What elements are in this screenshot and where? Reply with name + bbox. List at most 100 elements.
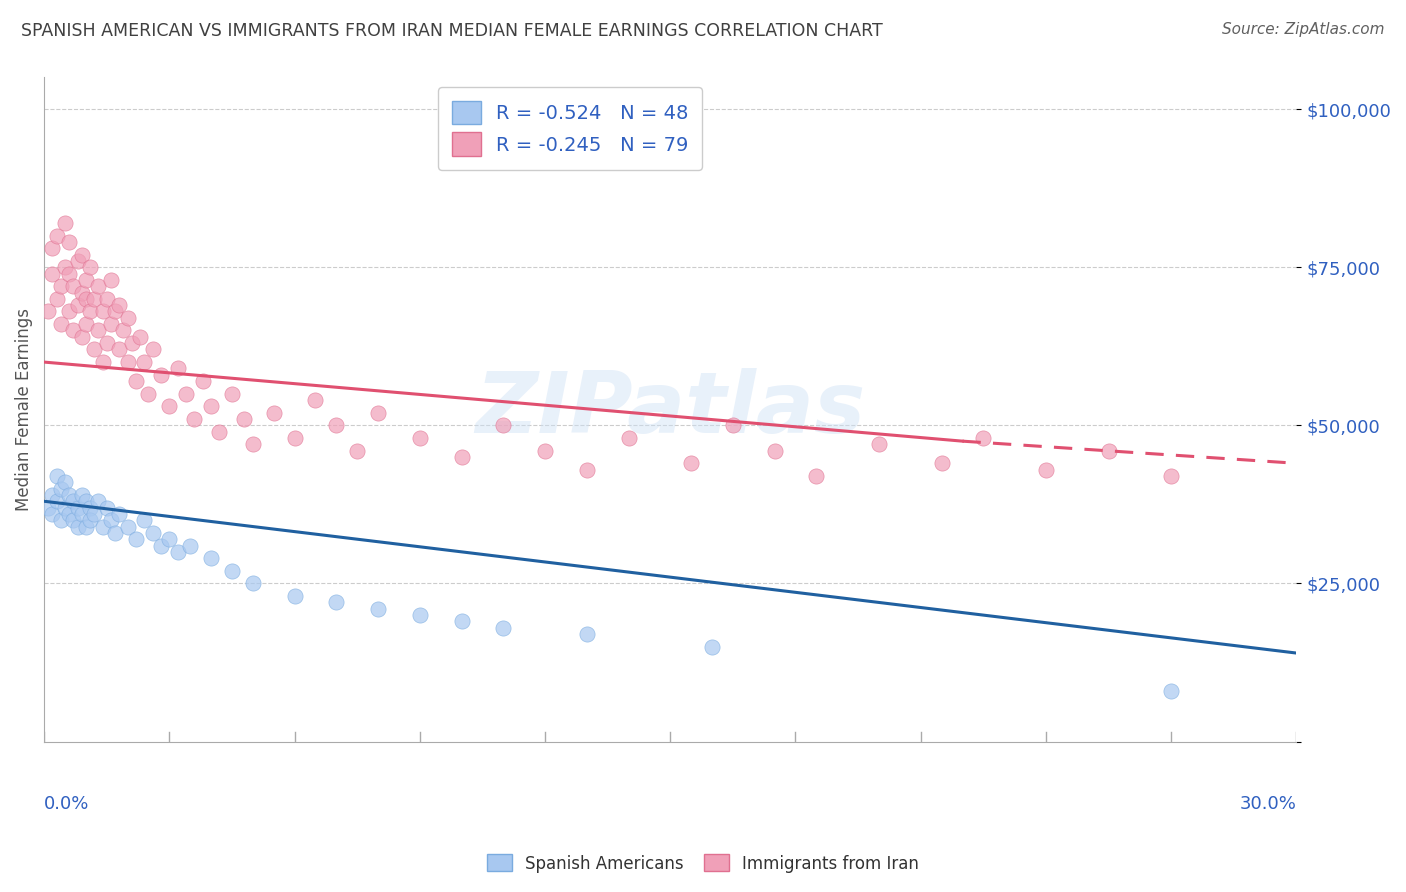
Point — [58, 304, 80, 318]
Point — [53, 475, 76, 490]
Point — [166, 361, 188, 376]
Point — [134, 513, 156, 527]
Point — [681, 456, 703, 470]
Point — [868, 437, 890, 451]
Point — [575, 462, 598, 476]
Point — [263, 406, 285, 420]
Point — [117, 519, 139, 533]
Point — [75, 519, 97, 533]
Point — [91, 355, 114, 369]
Text: SPANISH AMERICAN VS IMMIGRANTS FROM IRAN MEDIAN FEMALE EARNINGS CORRELATION CHAR: SPANISH AMERICAN VS IMMIGRANTS FROM IRAN… — [21, 22, 883, 40]
Point — [45, 469, 67, 483]
Point — [96, 336, 118, 351]
Point — [121, 336, 143, 351]
Point — [58, 488, 80, 502]
Point — [125, 532, 148, 546]
Point — [325, 595, 347, 609]
Point — [79, 513, 101, 527]
Point — [142, 343, 165, 357]
Point — [721, 418, 744, 433]
Point — [75, 292, 97, 306]
Point — [284, 589, 307, 603]
Point — [49, 482, 72, 496]
Point — [49, 279, 72, 293]
Point — [763, 443, 786, 458]
Point — [931, 456, 953, 470]
Point — [492, 621, 515, 635]
Point — [75, 494, 97, 508]
Point — [183, 412, 205, 426]
Point — [83, 292, 105, 306]
Point — [108, 298, 131, 312]
Point — [45, 292, 67, 306]
Point — [104, 525, 127, 540]
Point — [221, 386, 243, 401]
Point — [346, 443, 368, 458]
Point — [112, 323, 135, 337]
Point — [58, 507, 80, 521]
Point — [41, 507, 63, 521]
Point — [150, 368, 173, 382]
Point — [409, 431, 432, 445]
Point — [142, 525, 165, 540]
Point — [166, 545, 188, 559]
Point — [174, 386, 197, 401]
Point — [70, 247, 93, 261]
Legend: Spanish Americans, Immigrants from Iran: Spanish Americans, Immigrants from Iran — [481, 847, 925, 880]
Text: ZIPatlas: ZIPatlas — [475, 368, 865, 451]
Point — [96, 292, 118, 306]
Y-axis label: Median Female Earnings: Median Female Earnings — [15, 308, 32, 511]
Text: 30.0%: 30.0% — [1240, 795, 1296, 813]
Point — [191, 374, 214, 388]
Point — [91, 519, 114, 533]
Point — [450, 450, 472, 464]
Point — [242, 576, 264, 591]
Point — [700, 640, 723, 654]
Point — [70, 330, 93, 344]
Point — [87, 279, 110, 293]
Point — [83, 343, 105, 357]
Point — [66, 500, 89, 515]
Point — [806, 469, 828, 483]
Point — [79, 260, 101, 275]
Point — [37, 304, 59, 318]
Point — [367, 601, 389, 615]
Point — [62, 513, 84, 527]
Point — [75, 273, 97, 287]
Point — [41, 241, 63, 255]
Point — [70, 488, 93, 502]
Point — [575, 627, 598, 641]
Point — [62, 279, 84, 293]
Point — [58, 235, 80, 249]
Point — [1160, 684, 1182, 698]
Point — [62, 494, 84, 508]
Text: Source: ZipAtlas.com: Source: ZipAtlas.com — [1222, 22, 1385, 37]
Point — [367, 406, 389, 420]
Point — [1097, 443, 1119, 458]
Point — [617, 431, 640, 445]
Point — [70, 507, 93, 521]
Point — [534, 443, 557, 458]
Point — [284, 431, 307, 445]
Point — [304, 392, 326, 407]
Point — [49, 317, 72, 331]
Point — [79, 304, 101, 318]
Point — [100, 273, 122, 287]
Point — [157, 400, 180, 414]
Point — [87, 494, 110, 508]
Point — [117, 355, 139, 369]
Point — [129, 330, 152, 344]
Point — [221, 564, 243, 578]
Point — [66, 519, 89, 533]
Point — [1160, 469, 1182, 483]
Point — [62, 323, 84, 337]
Point — [179, 539, 201, 553]
Point — [1035, 462, 1057, 476]
Point — [108, 343, 131, 357]
Point — [138, 386, 160, 401]
Point — [208, 425, 231, 439]
Point — [108, 507, 131, 521]
Point — [91, 304, 114, 318]
Text: 0.0%: 0.0% — [44, 795, 90, 813]
Legend: R = -0.524   N = 48, R = -0.245   N = 79: R = -0.524 N = 48, R = -0.245 N = 79 — [437, 87, 702, 169]
